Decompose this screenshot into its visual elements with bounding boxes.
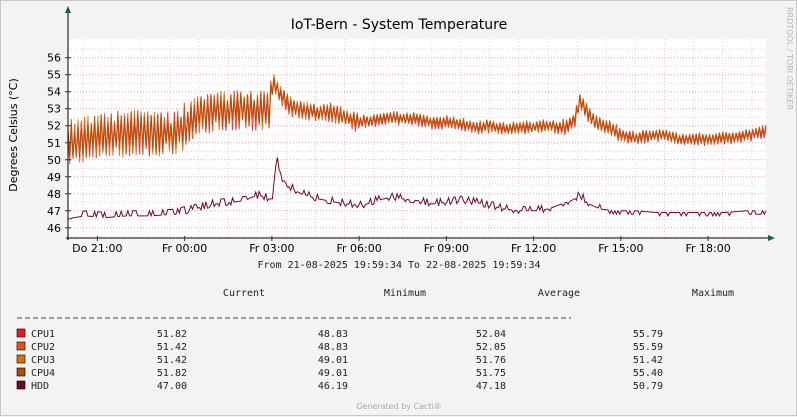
legend-header-minimum: Minimum bbox=[384, 288, 426, 299]
y-tick-label: 48 bbox=[47, 188, 61, 201]
legend-average-value: 51.76 bbox=[476, 355, 506, 366]
x-tick-label: Fr 03:00 bbox=[249, 242, 294, 255]
legend-current-value: 51.42 bbox=[157, 355, 187, 366]
legend-minimum-value: 48.83 bbox=[318, 342, 348, 353]
legend-average-value: 51.75 bbox=[476, 368, 506, 379]
legend-table: CPU1 51.82 48.83 52.04 55.79 CPU2 51.42 48.83 52… bbox=[16, 328, 663, 392]
legend-series-name: CPU3 bbox=[31, 355, 55, 366]
plot-area bbox=[68, 39, 766, 238]
legend-series-name: CPU2 bbox=[31, 342, 55, 353]
legend-maximum-value: 51.42 bbox=[633, 355, 663, 366]
legend-current-value: 51.82 bbox=[157, 329, 187, 340]
legend-row-hdd: HDD 47.00 46.19 47.18 50.79 bbox=[16, 380, 663, 392]
legend-current-value: 47.00 bbox=[157, 381, 187, 392]
date-range: From 21-08-2025 19:59:34 To 22-08-2025 1… bbox=[258, 260, 541, 271]
y-tick-labels: 46 47 48 49 50 51 52 53 54 55 56 bbox=[47, 52, 71, 235]
legend-average-value: 52.05 bbox=[476, 342, 506, 353]
rrdtool-watermark: RRDTOOL / TOBI OETIKER bbox=[785, 7, 794, 110]
y-tick-label: 46 bbox=[47, 222, 61, 235]
y-tick-label: 52 bbox=[47, 120, 61, 133]
legend-swatch bbox=[16, 367, 26, 377]
x-tick-label: Fr 12:00 bbox=[511, 242, 556, 255]
x-tick-label: Do 21:00 bbox=[72, 242, 122, 255]
legend-current-value: 51.82 bbox=[157, 368, 187, 379]
grid-lines bbox=[68, 39, 766, 238]
y-tick-label: 54 bbox=[47, 86, 61, 99]
legend-maximum-value: 55.59 bbox=[633, 342, 663, 353]
y-tick-label: 51 bbox=[47, 137, 61, 150]
legend-maximum-value: 50.79 bbox=[633, 381, 663, 392]
chart-title: IoT-Bern - System Temperature bbox=[291, 17, 507, 33]
x-tick-label: Fr 09:00 bbox=[424, 242, 469, 255]
legend-minimum-value: 46.19 bbox=[318, 381, 348, 392]
y-tick-label: 56 bbox=[47, 52, 61, 65]
y-tick-label: 53 bbox=[47, 103, 61, 116]
x-tick-labels: Do 21:00 Fr 00:00 Fr 03:00 Fr 06:00 Fr 09:00… bbox=[72, 236, 731, 255]
legend-maximum-value: 55.40 bbox=[633, 368, 663, 379]
x-tick-label: Fr 06:00 bbox=[336, 242, 381, 255]
legend-average-value: 47.18 bbox=[476, 381, 506, 392]
legend-swatch bbox=[16, 354, 26, 364]
series-line-cpu4 bbox=[67, 77, 767, 160]
y-tick-label: 47 bbox=[47, 205, 61, 218]
legend-row-cpu1: CPU1 51.82 48.83 52.04 55.79 bbox=[16, 328, 663, 340]
legend-minimum-value: 49.01 bbox=[318, 355, 348, 366]
legend-row-cpu2: CPU2 51.42 48.83 52.05 55.59 bbox=[16, 341, 663, 353]
legend-header-average: Average bbox=[538, 288, 580, 299]
legend-series-name: HDD bbox=[31, 381, 49, 392]
legend-header-current: Current bbox=[223, 288, 265, 299]
y-axis-arrow-icon bbox=[65, 6, 71, 13]
y-tick-label: 50 bbox=[47, 154, 61, 167]
x-tick-label: Fr 15:00 bbox=[598, 242, 643, 255]
x-axis-arrow-icon bbox=[768, 235, 775, 241]
legend-series-name: CPU1 bbox=[31, 329, 55, 340]
legend-average-value: 52.04 bbox=[476, 329, 506, 340]
legend-row-cpu3: CPU3 51.42 49.01 51.76 51.42 bbox=[16, 354, 663, 366]
y-axis-label: Degrees Celsius (°C) bbox=[7, 78, 20, 192]
x-tick-label: Fr 18:00 bbox=[685, 242, 730, 255]
x-tick-label: Fr 00:00 bbox=[162, 242, 207, 255]
legend-current-value: 51.42 bbox=[157, 342, 187, 353]
legend-swatch bbox=[16, 341, 26, 351]
y-tick-label: 55 bbox=[47, 69, 61, 82]
legend-swatch bbox=[16, 328, 26, 338]
series-line-hdd bbox=[67, 157, 767, 220]
legend-minimum-value: 48.83 bbox=[318, 329, 348, 340]
series-layer bbox=[67, 74, 767, 220]
legend-maximum-value: 55.79 bbox=[633, 329, 663, 340]
legend-row-cpu4: CPU4 51.82 49.01 51.75 55.40 bbox=[16, 367, 663, 379]
generated-by-footer: Generated by Cacti® bbox=[356, 402, 442, 411]
legend-header-maximum: Maximum bbox=[692, 288, 734, 299]
legend-minimum-value: 49.01 bbox=[318, 368, 348, 379]
legend-series-name: CPU4 bbox=[31, 368, 55, 379]
y-tick-label: 49 bbox=[47, 171, 61, 184]
legend-swatch bbox=[16, 380, 26, 390]
